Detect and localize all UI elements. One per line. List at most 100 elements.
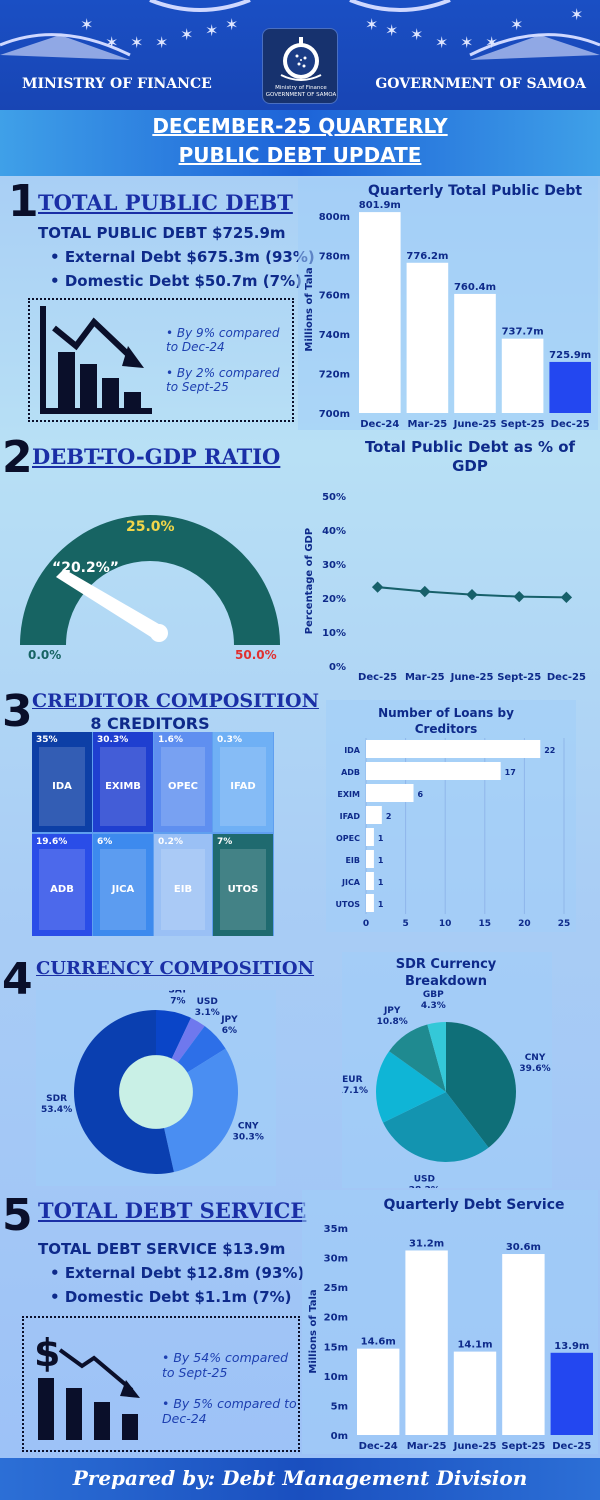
title-line-2: PUBLIC DEBT UPDATE: [178, 143, 422, 167]
header-pattern: ✶ ✶ ✶ ✶ ✶ ✶ ✶ ✶ ✶ ✶ ✶ ✶ ✶ ✶ ✶: [0, 0, 600, 60]
external-service-item: • External Debt $12.8m (93%): [50, 1264, 305, 1282]
y-tick-label: 25m: [324, 1283, 348, 1294]
chart-title: Total Public Debt as % of: [365, 438, 576, 456]
title-banner: DECEMBER-25 QUARTERLY PUBLIC DEBT UPDATE: [0, 110, 600, 176]
section-1-number: 1: [8, 176, 39, 227]
y-tick-label: 10m: [324, 1372, 348, 1383]
slice-label: JPY: [220, 1015, 238, 1025]
debt-change-note-2: • By 2% compared to Sept-25: [166, 366, 280, 394]
x-tick-label: 10: [439, 919, 452, 929]
domestic-service-item: • Domestic Debt $1.1m (7%): [50, 1288, 292, 1306]
crest-caption-ministry: Ministry of Finance: [275, 85, 327, 91]
slice-value-label: 3.1%: [195, 1008, 220, 1018]
data-label: 1: [378, 878, 384, 887]
gauge-value-label: “20.2%”: [52, 560, 119, 576]
x-tick-label: Dec-25: [551, 419, 590, 430]
x-tick-label: Sept-25: [501, 1441, 545, 1452]
chart-panel-debt-gdp: Total Public Debt as % of GDP Percentage o…: [298, 434, 598, 692]
y-tick-label: ADB: [341, 768, 360, 777]
y-tick-label: 0%: [329, 662, 346, 673]
y-tick-label: 720m: [319, 370, 350, 381]
data-label: 1: [378, 856, 384, 865]
y-axis-label: Millions of Tala: [308, 1289, 319, 1373]
gauge-target-label: 25.0%: [126, 519, 175, 535]
chart-title: Quarterly Debt Service: [383, 1197, 564, 1213]
bar: [366, 828, 374, 846]
svg-text:✶: ✶: [130, 33, 143, 52]
slice-label: EUR: [342, 1075, 362, 1085]
y-tick-label: 30%: [322, 560, 346, 571]
external-service-text: External Debt $12.8m (93%): [64, 1264, 305, 1282]
y-tick-label: 40%: [322, 526, 346, 537]
y-axis-label: Percentage of GDP: [304, 528, 315, 634]
slice-value-label: 39.6%: [519, 1064, 550, 1074]
slice-value-label: 10.8%: [377, 1017, 408, 1027]
data-label: 14.1m: [457, 1340, 492, 1351]
svg-text:✶: ✶: [155, 33, 168, 52]
y-tick-label: 15m: [324, 1342, 348, 1353]
service-change-note-1: • By 54% compared to Sept-25: [162, 1350, 289, 1380]
service-change-box: $ • By 54% compared to Sept-25 • By 5% c…: [22, 1316, 300, 1452]
external-debt-text: External Debt $675.3m (93%): [64, 248, 315, 266]
section-2-number: 2: [2, 432, 33, 483]
slice: [383, 1092, 489, 1162]
creditor-tile-eximb: 30.3% EXIMB: [93, 732, 153, 832]
svg-text:✶: ✶: [435, 33, 448, 52]
svg-text:✶: ✶: [180, 25, 193, 44]
creditor-name-label: JICA: [111, 884, 135, 895]
y-tick-label: 50%: [322, 492, 346, 503]
data-label: 2: [386, 812, 392, 821]
data-label: 1: [378, 900, 384, 909]
data-label: 6: [418, 790, 424, 799]
section-3-number: 3: [2, 686, 33, 737]
y-tick-label: JICA: [341, 878, 361, 887]
bar: [366, 762, 501, 780]
svg-text:✶: ✶: [105, 33, 118, 52]
svg-text:✶: ✶: [205, 21, 218, 40]
section-3-title: CREDITOR COMPOSITION: [32, 690, 319, 712]
y-tick-label: 740m: [319, 330, 350, 341]
chart-title: Quarterly Total Public Debt: [368, 183, 582, 199]
slice-label: CNY: [525, 1053, 546, 1063]
section-4-number: 4: [2, 954, 33, 1005]
creditor-tile-inner: IFAD: [220, 747, 266, 826]
creditor-share-label: 35%: [36, 735, 58, 745]
bar: [366, 894, 374, 912]
x-tick-label: Dec-25: [358, 672, 397, 683]
svg-text:$: $: [34, 1331, 60, 1375]
data-label: 1: [378, 834, 384, 843]
creditor-tile-adb: 19.6% ADB: [32, 834, 92, 936]
data-label: 725.9m: [549, 350, 591, 361]
bar: [357, 1348, 400, 1435]
y-tick-label: 35m: [324, 1224, 348, 1235]
chart-title: SDR Currency: [396, 957, 497, 972]
creditor-share-label: 19.6%: [36, 837, 68, 847]
y-tick-label: UTOS: [335, 900, 360, 909]
domestic-debt-text: Domestic Debt $50.7m (7%): [64, 272, 302, 290]
slice-value-label: 6%: [222, 1026, 237, 1036]
data-label: 13.9m: [554, 1341, 589, 1352]
creditor-tile-ida: 35% IDA: [32, 732, 92, 832]
slice-label: SAT: [168, 990, 188, 995]
y-tick-label: 20m: [324, 1313, 348, 1324]
y-tick-label: 0m: [331, 1431, 348, 1442]
bar: [366, 850, 374, 868]
section-5-number: 5: [2, 1190, 33, 1241]
slice-value-label: 28.2%: [409, 1185, 440, 1188]
data-point: [419, 585, 431, 598]
creditor-share-label: 1.6%: [158, 735, 183, 745]
x-tick-label: Mar-25: [405, 672, 445, 683]
bar: [454, 293, 496, 413]
debt-service-bar-chart: Quarterly Debt Service Millions of Tala 0m…: [308, 1197, 593, 1452]
slice-label: GBP: [423, 990, 444, 1000]
title-line-1: DECEMBER-25 QUARTERLY: [152, 114, 448, 138]
service-change-note-2-text: By 5% compared to Dec-24: [162, 1396, 297, 1426]
gauge-min-label: 0.0%: [28, 648, 62, 662]
x-tick-label: 0: [363, 919, 369, 929]
ministry-label: MINISTRY OF FINANCE: [22, 76, 212, 92]
creditor-tile-eib: 0.2% EIB: [154, 834, 212, 936]
svg-text:✶: ✶: [570, 5, 583, 24]
svg-text:✶: ✶: [365, 15, 378, 34]
svg-text:✶: ✶: [225, 15, 238, 34]
bar: [453, 1351, 497, 1435]
